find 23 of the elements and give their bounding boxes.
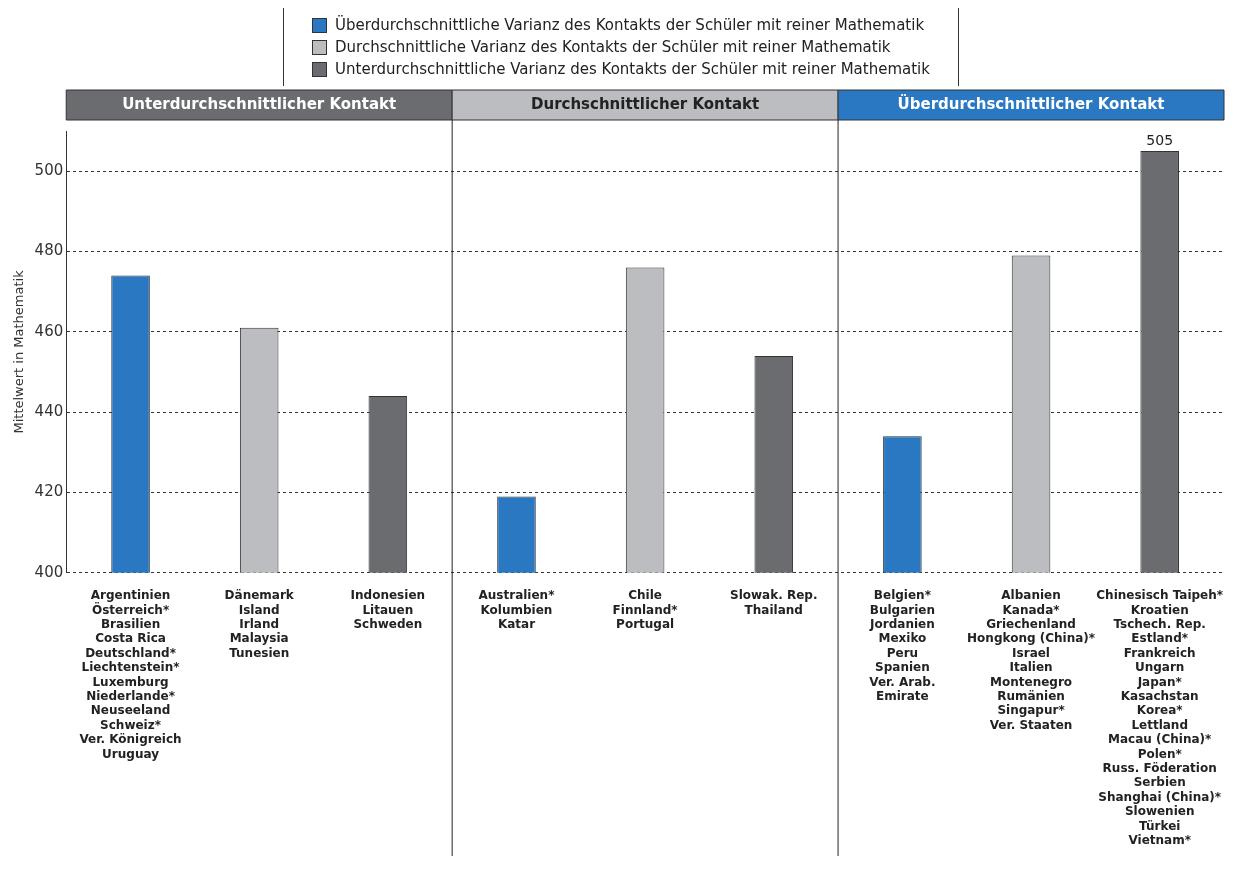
y-tick-label: 500 bbox=[34, 161, 64, 180]
category-label: Albanien Kanada* Griechenland Hongkong (China)* Israel Italien Montenegro Rumänien Singapur* Ver. Staaten bbox=[967, 588, 1096, 732]
y-tick-label: 420 bbox=[34, 482, 64, 501]
y-tick-label: 400 bbox=[34, 562, 64, 581]
data-label: 505 bbox=[1146, 131, 1174, 148]
category-label: Chinesisch Taipeh* Kroatien Tschech. Rep. Estland* Frankreich Ungarn Japan* Kasachstan Korea* Lettland Macau (China)* Polen* Russ. Föderation Serbien Shanghai (China)* Slowenien Türkei Vietnam* bbox=[1096, 588, 1224, 847]
legend-label: Überdurchschnittliche Varianz des Kontakts der Schüler mit reiner Mathematik bbox=[335, 16, 925, 34]
text: Unterdurchschnittlicher Kontakt bbox=[122, 94, 397, 113]
legend-label: Durchschnittliche Varianz des Kontakts der Schüler mit reiner Mathematik bbox=[335, 38, 891, 56]
x-tick-label: Slowak. Rep. Thailand bbox=[730, 588, 818, 617]
x-tick-label: Indonesien Litauen Schweden bbox=[350, 588, 426, 631]
y-tick-label: 440 bbox=[34, 402, 64, 421]
x-tick-label: Dänemark Island Irland Malaysia Tunesien bbox=[224, 588, 295, 660]
x-tick-label: Belgien* Bulgarien Jordanien Mexiko Peru Spanien Ver. Arab. Emirate bbox=[869, 588, 936, 703]
text: Überdurchschnittlicher Kontakt bbox=[897, 93, 1165, 113]
x-tick-label: Australien* Kolumbien Katar bbox=[478, 588, 556, 631]
text: Durchschnittlicher Kontakt bbox=[531, 94, 760, 113]
y-tick-label: 480 bbox=[34, 241, 64, 260]
legend-label: Unterdurchschnittliche Varianz des Kontakts der Schüler mit reiner Mathematik bbox=[335, 60, 930, 78]
category-label: Argentinien Österreich* Brasilien Costa Rica Deutschland* Liechtenstein* Luxemburg Niederlande* Neuseeland Schweiz* Ver. Königreich Uruguay bbox=[79, 588, 182, 761]
y-tick-label: 460 bbox=[34, 321, 64, 340]
y-axis-title: Mittelwert in Mathematik bbox=[11, 269, 27, 434]
x-tick-label: Chile Finnland* Portugal bbox=[612, 588, 679, 631]
